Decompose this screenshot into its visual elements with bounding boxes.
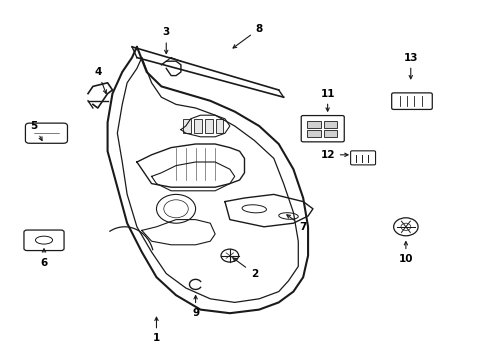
Bar [204, 119, 212, 133]
Text: 7: 7 [286, 215, 306, 232]
FancyBboxPatch shape [391, 93, 431, 109]
Bar [323, 121, 337, 128]
Ellipse shape [35, 236, 52, 244]
Text: 12: 12 [320, 150, 347, 160]
Text: 3: 3 [163, 27, 169, 54]
Bar [194, 119, 202, 133]
Text: 2: 2 [233, 258, 257, 279]
Bar [306, 121, 320, 128]
FancyBboxPatch shape [350, 151, 375, 165]
Text: 13: 13 [403, 53, 417, 79]
Circle shape [156, 194, 195, 223]
Text: 5: 5 [31, 121, 42, 140]
Text: 8: 8 [233, 24, 262, 48]
Text: 11: 11 [320, 89, 334, 111]
Circle shape [221, 249, 238, 262]
Circle shape [163, 200, 188, 218]
Bar [215, 119, 223, 133]
FancyBboxPatch shape [25, 123, 67, 143]
Text: 1: 1 [153, 317, 160, 343]
Text: 10: 10 [398, 242, 412, 264]
Circle shape [400, 223, 410, 230]
FancyBboxPatch shape [301, 116, 344, 142]
FancyBboxPatch shape [24, 230, 64, 251]
Bar [306, 130, 320, 137]
Bar [323, 130, 337, 137]
Ellipse shape [278, 213, 298, 219]
Bar [183, 119, 191, 133]
Text: 6: 6 [41, 249, 47, 268]
Ellipse shape [242, 205, 266, 213]
Text: 4: 4 [94, 67, 106, 94]
Circle shape [393, 218, 417, 236]
Text: 9: 9 [192, 296, 199, 318]
